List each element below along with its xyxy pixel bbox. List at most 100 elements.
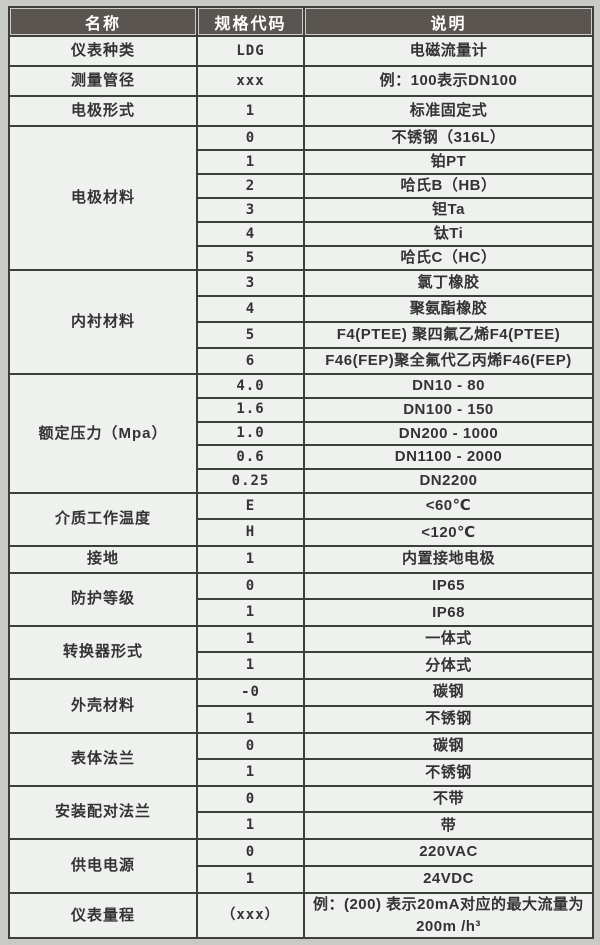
desc-cell: 例：100表示DN100 [303, 65, 594, 97]
table-row: 仪表种类 LDG 电磁流量计 [8, 35, 594, 67]
code-cell: 4 [196, 295, 305, 323]
desc-cell: 24VDC [303, 864, 594, 894]
table-row: 电极材料 0 不锈钢（316L） [8, 125, 594, 271]
column-header-name: 名称 [8, 6, 198, 37]
desc-cell: F46(FEP)聚全氟代乙丙烯F46(FEP) [303, 347, 594, 375]
code-cell: 1 [196, 758, 305, 787]
table-row: 2 哈氏B（HB） [9, 173, 594, 199]
table-row: H <120℃ [9, 518, 594, 547]
code-cell: 4 [196, 221, 305, 247]
desc-cell: 钛Ti [303, 221, 594, 247]
column-header-desc: 说明 [303, 6, 594, 37]
code-cell: 1 [196, 149, 305, 175]
code-cell: （xxx） [196, 891, 305, 940]
code-cell: 2 [196, 173, 305, 199]
group-name-cell: 仪表种类 [8, 35, 198, 67]
desc-cell: 哈氏B（HB） [303, 173, 594, 199]
table-row: 1 铂PT [9, 149, 594, 175]
table-row: 防护等级 0 IP65 [8, 571, 594, 627]
group-name-cell: 外壳材料 [8, 677, 198, 734]
desc-cell: 标准固定式 [303, 95, 594, 127]
code-cell: 1.6 [196, 396, 305, 423]
code-cell: 1 [196, 544, 305, 574]
table-row: 表体法兰 0 碳钢 [8, 731, 594, 787]
desc-cell: DN200 - 1000 [303, 420, 594, 447]
group-name-cell: 额定压力（Mpa） [8, 373, 198, 494]
desc-cell: DN10 - 80 [303, 373, 594, 399]
group-name-cell: 内衬材料 [8, 269, 198, 375]
desc-cell: IP65 [303, 571, 594, 601]
code-cell: 1 [196, 95, 305, 127]
spec-table-body: 仪表种类 LDG 电磁流量计 测量管径 xxx 例：100表示DN100 电极形式 1 标准固定… [8, 35, 594, 940]
code-cell: 1 [196, 598, 305, 627]
code-cell: 1 [196, 624, 305, 654]
code-cell: 0.6 [196, 444, 305, 470]
group-name-cell: 防护等级 [8, 571, 198, 627]
table-row: 介质工作温度 E <60℃ [8, 491, 594, 547]
code-cell: xxx [196, 65, 305, 97]
desc-cell: 不带 [303, 784, 594, 814]
table-row: 测量管径 xxx 例：100表示DN100 [8, 65, 594, 97]
table-row: 安装配对法兰 0 不带 [8, 784, 594, 840]
code-cell: -0 [196, 677, 305, 707]
desc-cell: 例：(200) 表示20mA对应的最大流量为200m /h³ [303, 891, 594, 940]
table-row: 5 F4(PTEE) 聚四氟乙烯F4(PTEE) [9, 321, 594, 349]
desc-cell: 碳钢 [303, 731, 594, 761]
spec-table: 名称 规格代码 说明 仪表种类 LDG 电磁流量计 测量管径 xxx 例：100表示DN1… [8, 6, 594, 940]
desc-cell: 哈氏C（HC） [303, 245, 594, 271]
desc-cell: 铂PT [303, 149, 594, 175]
code-cell: 0 [196, 731, 305, 761]
code-cell: 5 [196, 321, 305, 349]
code-cell: 4.0 [196, 373, 305, 399]
table-row: 转换器形式 1 一体式 [8, 624, 594, 680]
table-row: 0.6 DN1100 - 2000 [9, 444, 594, 470]
desc-cell: 一体式 [303, 624, 594, 654]
code-cell: 0.25 [196, 468, 305, 494]
code-cell: 5 [196, 245, 305, 271]
code-cell: 0 [196, 125, 305, 151]
desc-cell: 内置接地电极 [303, 544, 594, 574]
table-row: 1 分体式 [9, 651, 594, 680]
group-name-cell: 电极材料 [8, 125, 198, 271]
desc-cell: 电磁流量计 [303, 35, 594, 67]
desc-cell: 聚氨酯橡胶 [303, 295, 594, 323]
group-name-cell: 安装配对法兰 [8, 784, 198, 840]
table-row: 仪表量程 （xxx） 例：(200) 表示20mA对应的最大流量为200m /h³ [8, 891, 594, 940]
desc-cell: 220VAC [303, 837, 594, 867]
table-row: 6 F46(FEP)聚全氟代乙丙烯F46(FEP) [9, 347, 594, 375]
table-row: 0.25 DN2200 [9, 468, 594, 494]
table-row: 电极形式 1 标准固定式 [8, 95, 594, 127]
code-cell: 0 [196, 571, 305, 601]
table-row: 接地 1 内置接地电极 [8, 544, 594, 574]
table-row: 1.6 DN100 - 150 [9, 396, 594, 423]
table-row: 5 哈氏C（HC） [9, 245, 594, 271]
code-cell: 3 [196, 269, 305, 297]
desc-cell: 碳钢 [303, 677, 594, 707]
desc-cell: F4(PTEE) 聚四氟乙烯F4(PTEE) [303, 321, 594, 349]
code-cell: 1 [196, 864, 305, 894]
desc-cell: 带 [303, 811, 594, 840]
table-row: 1.0 DN200 - 1000 [9, 420, 594, 447]
code-cell: 0 [196, 784, 305, 814]
table-row: 额定压力（Mpa） 4.0 DN10 - 80 [8, 373, 594, 494]
group-name-cell: 介质工作温度 [8, 491, 198, 547]
code-cell: LDG [196, 35, 305, 67]
code-cell: 1 [196, 811, 305, 840]
group-name-cell: 供电电源 [8, 837, 198, 894]
desc-cell: 不锈钢 [303, 704, 594, 734]
header-row: 名称 规格代码 说明 [8, 6, 594, 37]
desc-cell: <60℃ [303, 491, 594, 521]
table-row: 供电电源 0 220VAC [8, 837, 594, 894]
group-name-cell: 转换器形式 [8, 624, 198, 680]
desc-cell: DN2200 [303, 468, 594, 494]
code-cell: 1 [196, 651, 305, 680]
code-cell: 6 [196, 347, 305, 375]
desc-cell: 氯丁橡胶 [303, 269, 594, 297]
group-name-cell: 仪表量程 [8, 891, 198, 940]
desc-cell: 不锈钢 [303, 758, 594, 787]
group-name-cell: 电极形式 [8, 95, 198, 127]
code-cell: 1.0 [196, 420, 305, 447]
code-cell: 0 [196, 837, 305, 867]
